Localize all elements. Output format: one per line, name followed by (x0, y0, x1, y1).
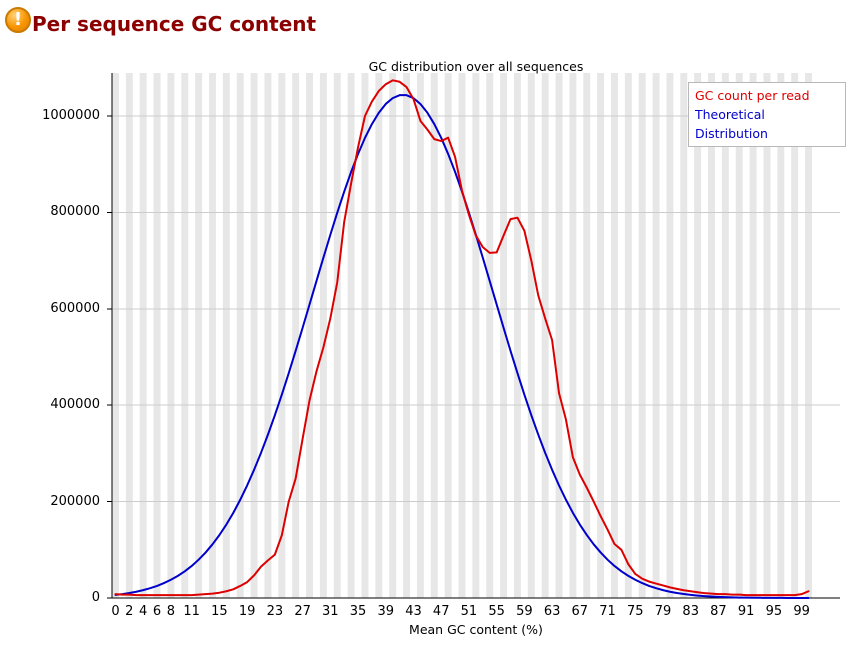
background-stripe (624, 73, 632, 598)
background-stripe (250, 73, 258, 598)
x-tick-label: 23 (266, 604, 284, 619)
background-stripe (555, 73, 563, 598)
x-tick-label: 67 (571, 604, 589, 619)
y-tick-label: 200000 (50, 493, 100, 509)
x-tick-label: 55 (488, 604, 505, 619)
background-stripe (319, 73, 327, 598)
background-stripe (236, 73, 244, 598)
background-stripe (347, 73, 355, 598)
x-tick-label: 35 (349, 604, 367, 619)
background-stripe (569, 73, 577, 598)
background-stripe (666, 73, 674, 598)
x-tick-label: 95 (765, 604, 783, 619)
background-stripe (222, 73, 230, 598)
background-stripe (167, 73, 175, 598)
chart-title: GC distribution over all sequences (368, 59, 584, 74)
background-stripe (209, 73, 216, 598)
x-tick-label: 87 (710, 604, 727, 619)
background-stripe (597, 73, 605, 598)
background-stripe (638, 73, 646, 598)
background-stripe (777, 73, 785, 598)
background-stripe (721, 73, 729, 598)
y-tick-label: 600000 (50, 300, 100, 316)
background-stripe (444, 73, 452, 598)
background-stripe (749, 73, 757, 598)
chart-legend: GC count per read Theoretical Distributi… (688, 82, 846, 147)
x-tick-label: 15 (211, 604, 228, 619)
background-stripe (416, 73, 424, 598)
x-tick-label: 39 (377, 604, 395, 619)
background-stripe (264, 73, 272, 598)
x-tick-label: 43 (405, 604, 422, 619)
background-stripe (333, 73, 341, 598)
y-tick-label: 800000 (50, 204, 100, 220)
section-header: Per sequence GC content (0, 0, 852, 46)
background-stripe (527, 73, 535, 598)
x-tick-label: 99 (793, 604, 810, 619)
background-stripe (541, 73, 549, 598)
background-stripe (472, 73, 480, 598)
background-stripe (791, 73, 799, 598)
background-stripe (389, 73, 397, 598)
background-stripe (486, 73, 494, 598)
legend-item-theoretical: Theoretical Distribution (695, 107, 768, 141)
background-stripe (694, 73, 702, 598)
y-tick-label: 0 (91, 590, 100, 605)
x-tick-label: 27 (294, 604, 311, 619)
background-stripe (292, 73, 300, 598)
background-stripe (181, 73, 189, 598)
background-stripe (583, 73, 591, 598)
x-tick-label: 31 (322, 604, 339, 619)
background-stripe (375, 73, 383, 598)
background-stripe (278, 73, 286, 598)
x-tick-label: 0 (111, 604, 120, 619)
x-tick-label: 6 (152, 604, 162, 619)
y-tick-label: 1000000 (42, 108, 100, 123)
warning-icon (5, 7, 31, 33)
x-tick-label: 8 (166, 604, 176, 619)
x-tick-label: 59 (516, 604, 533, 619)
background-stripe (500, 73, 508, 598)
x-tick-label: 83 (682, 604, 699, 619)
gc-content-chart: GC distribution over all sequences 0 2000… (0, 46, 852, 645)
background-stripe (306, 73, 313, 598)
x-axis-title: Mean GC content (%) (409, 622, 543, 637)
x-tick-label: 75 (626, 604, 644, 619)
x-tick-label: 11 (183, 604, 200, 619)
background-stripe (139, 73, 147, 598)
background-stripe (735, 73, 743, 598)
chart-canvas (107, 73, 840, 599)
background-stripe (611, 73, 618, 598)
x-tick-label: 47 (432, 604, 450, 619)
x-tick-label: 63 (543, 604, 561, 619)
page-title: Per sequence GC content (32, 12, 317, 36)
x-tick-label: 91 (737, 604, 755, 619)
x-tick-label: 2 (125, 604, 134, 619)
legend-item-gc-count: GC count per read (695, 88, 810, 103)
background-stripe (763, 73, 771, 598)
background-stripe (153, 73, 161, 598)
y-tick-label: 400000 (50, 397, 100, 413)
background-stripe (112, 73, 119, 598)
background-stripe (805, 73, 812, 598)
x-tick-label: 71 (599, 604, 616, 619)
gc-count-line (114, 79, 810, 597)
background-stripe (403, 73, 411, 598)
x-tick-label: 79 (654, 604, 672, 619)
background-stripe (361, 73, 369, 598)
x-tick-label: 4 (139, 604, 148, 619)
background-stripe (680, 73, 688, 598)
background-stripe (458, 73, 466, 598)
background-stripe (708, 73, 715, 598)
x-tick-label: 19 (238, 604, 256, 619)
background-stripe (652, 73, 660, 598)
x-tick-label: 51 (460, 604, 478, 619)
background-stripe (125, 73, 133, 598)
background-stripe (195, 73, 203, 598)
background-stripe (513, 73, 521, 598)
background-stripe (430, 73, 438, 598)
